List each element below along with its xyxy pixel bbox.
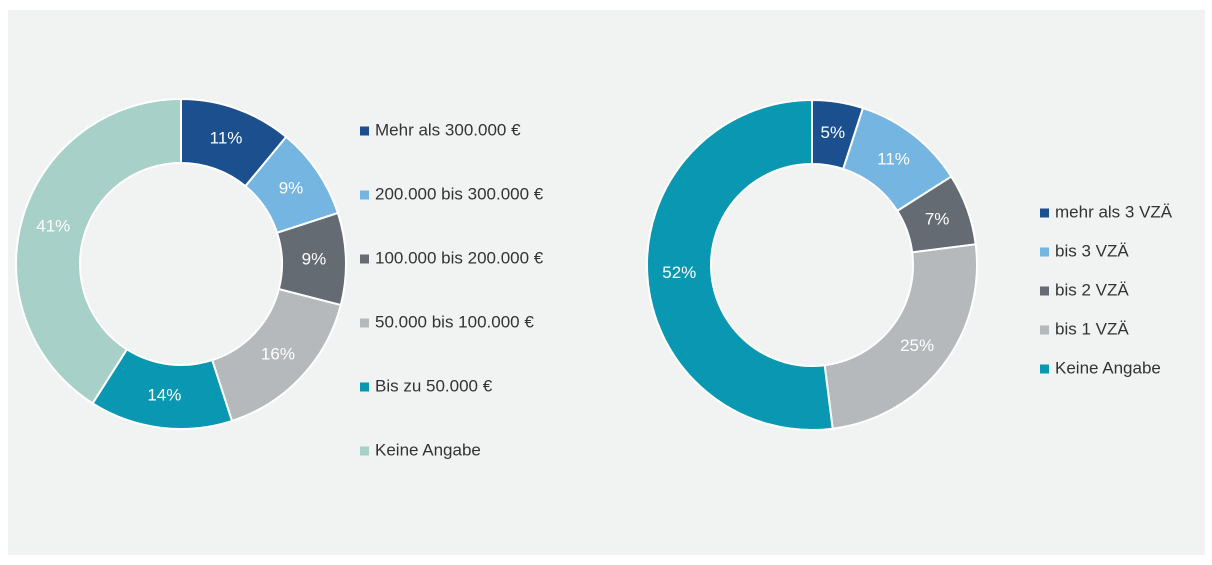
- legend-label: Mehr als 300.000 €: [375, 120, 521, 139]
- data-label: 9%: [302, 249, 327, 268]
- data-label: 5%: [821, 123, 846, 142]
- legend-label: 50.000 bis 100.000 €: [375, 312, 534, 331]
- legend-swatch: [360, 318, 369, 328]
- legend-swatch: [360, 254, 369, 264]
- legend-label: bis 1 VZÄ: [1055, 319, 1129, 338]
- data-label: 25%: [900, 336, 934, 355]
- legend-swatch: [1040, 286, 1049, 296]
- legend-label: mehr als 3 VZÄ: [1055, 202, 1173, 221]
- legend-swatch: [360, 382, 369, 392]
- legend-swatch: [360, 190, 369, 200]
- legend-label: Keine Angabe: [1055, 358, 1161, 377]
- legend-swatch: [1040, 325, 1049, 335]
- data-label: 14%: [147, 385, 181, 404]
- data-label: 11%: [210, 128, 243, 147]
- data-label: 41%: [36, 216, 70, 235]
- legend-label: Keine Angabe: [375, 440, 481, 459]
- legend-swatch: [360, 446, 369, 456]
- donut-segment: [823, 243, 978, 430]
- legend-label: bis 2 VZÄ: [1055, 280, 1129, 299]
- data-label: 7%: [925, 209, 950, 228]
- legend-label: 200.000 bis 300.000 €: [375, 184, 544, 203]
- legend-swatch: [1040, 364, 1049, 374]
- data-label: 11%: [877, 149, 910, 168]
- legend-label: 100.000 bis 200.000 €: [375, 248, 544, 267]
- panel: [8, 10, 1205, 555]
- data-label: 16%: [261, 345, 295, 364]
- legend-swatch: [1040, 247, 1049, 257]
- legend-swatch: [360, 126, 369, 136]
- data-label: 52%: [662, 263, 696, 282]
- donut-segment: [15, 97, 182, 405]
- donut-segment: [646, 98, 834, 431]
- legend-label: bis 3 VZÄ: [1055, 241, 1129, 260]
- data-label: 9%: [279, 179, 304, 198]
- legend-swatch: [1040, 208, 1049, 218]
- legend-label: Bis zu 50.000 €: [375, 376, 493, 395]
